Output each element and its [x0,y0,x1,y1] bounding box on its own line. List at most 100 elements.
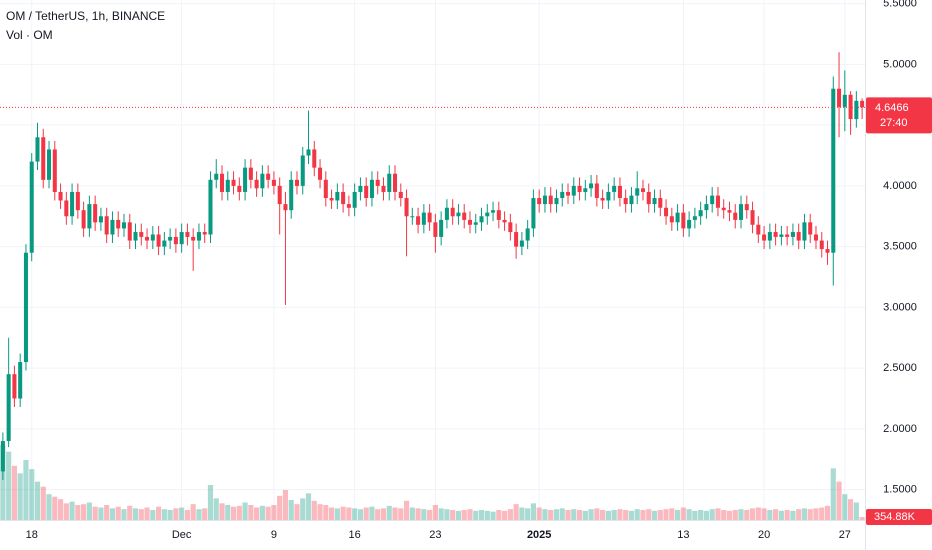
candle-body [456,212,461,217]
volume-bar [432,505,438,520]
candle-body [191,236,196,241]
candle-body [571,185,576,196]
volume-bar [179,507,185,520]
candle-body [341,191,346,205]
candle-body [738,204,744,220]
candle-body [173,236,178,245]
volume-bar [398,508,404,520]
candle-body [75,191,80,211]
volume-bar [369,506,375,520]
volume-bar [173,508,179,520]
candle-body [208,179,213,235]
candle-body [617,185,622,199]
candle-body [243,167,248,192]
volume-bar [692,510,698,520]
y-tick-label: 4.0000 [883,180,917,192]
volume-bar [11,465,17,520]
volume-bar [438,508,444,520]
volume-legend: Vol · OM [6,28,53,42]
x-tick-label: 27 [839,529,851,541]
candle-body [214,173,219,180]
candle-body [796,232,801,241]
volume-bar [848,499,854,520]
candle-body [110,219,115,235]
volume-bar [582,510,588,520]
candle-body [727,210,732,213]
volume-bar [329,507,335,520]
candle-body [698,210,703,217]
x-tick-label: 13 [677,529,689,541]
y-tick-label: 5.5000 [883,0,917,10]
volume-label-box [866,509,932,526]
volume-bar [363,507,369,520]
volume-bar [853,502,859,520]
volume-bar [634,509,640,520]
candle-body [398,191,403,199]
candle-body [664,207,669,217]
candle-body [433,222,438,237]
candle-body [139,232,144,237]
candle-body [98,216,103,223]
candle-body [294,179,300,186]
volume-bar [23,460,29,520]
candle-body [548,195,553,205]
volume-bar [161,509,167,520]
candle-body [473,222,478,225]
volume-bar [242,502,248,520]
candle-body [514,232,519,247]
candle-body [542,195,547,205]
candle-body [179,232,184,245]
candle-body [248,167,253,180]
volume-bar [484,510,490,520]
candle-body [364,185,369,199]
volume-bar [357,509,363,520]
candle-body [93,204,98,223]
candle-body [577,185,582,192]
volume-bar [530,503,536,520]
candle-body [502,219,507,223]
volume-bar [167,510,173,520]
volume-bar [121,509,127,520]
candle-body [404,198,409,217]
candle-body [35,137,40,162]
volume-bar [311,500,317,520]
candle-body [416,216,421,225]
volume-bar [824,505,831,520]
x-tick-label: 23 [429,529,441,541]
candle-body [831,88,836,253]
candle-body [375,179,380,186]
volume-bar [403,500,410,520]
x-tick-label: 18 [26,529,38,541]
candle-body [773,232,778,237]
volume-bar [46,494,52,520]
volume-bar [675,510,681,520]
volume-bar [334,508,340,520]
candle-body [819,240,824,250]
candle-body [675,212,680,223]
volume-bar [213,498,219,520]
candle-body [439,219,444,237]
volume-bar [703,510,709,520]
candle-body [444,207,449,220]
candle-body [12,374,17,399]
candle-body [0,441,5,472]
candle-body [271,179,276,186]
volume-bar [196,509,202,520]
candle-body [81,210,86,229]
volume-bar [617,509,623,520]
volume-bar [686,509,692,520]
volume-bar [265,506,271,520]
y-tick-label: 3.0000 [883,301,917,313]
volume-bar [225,505,231,520]
volume-bar [156,506,162,520]
volume-value-label: 354.88K [874,511,916,523]
volume-bar [467,509,473,520]
y-tick-label: 1.5000 [883,484,917,496]
volume-bar [588,509,594,520]
candle-body [18,362,23,399]
candle-body [427,212,432,223]
candle-body [87,204,92,229]
volume-bar [380,508,387,520]
candle-body [352,191,357,208]
candle-body [640,188,646,192]
